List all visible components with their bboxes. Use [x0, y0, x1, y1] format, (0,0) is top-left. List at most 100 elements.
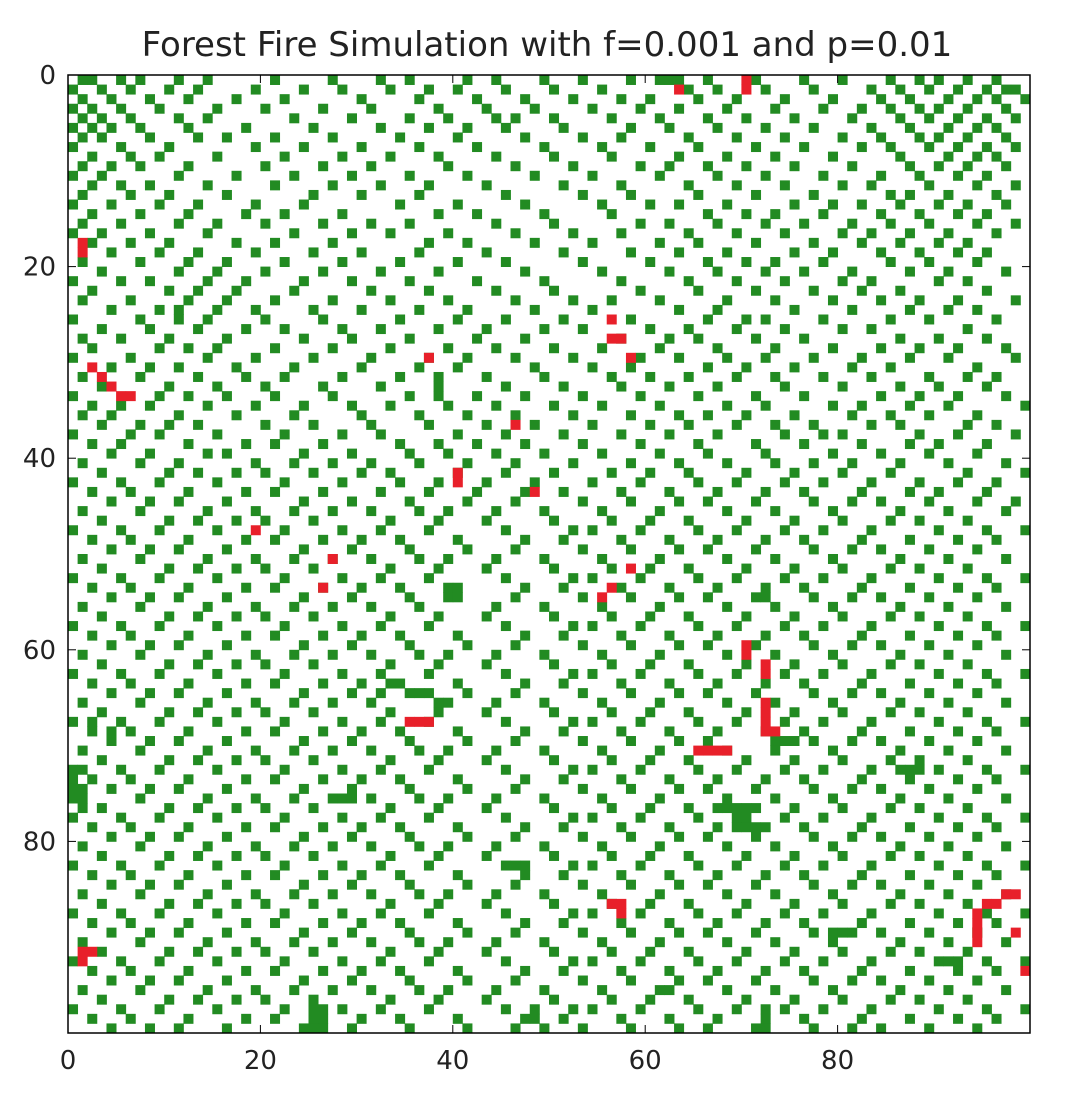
tree-cell	[866, 908, 877, 919]
tree-cell	[933, 908, 944, 919]
tree-cell	[423, 84, 434, 95]
tree-cell	[212, 573, 223, 584]
tree-cell	[953, 170, 964, 181]
tree-cell	[741, 812, 752, 823]
tree-cell	[741, 257, 752, 267]
tree-cell	[808, 285, 819, 296]
tree-cell	[818, 103, 829, 114]
tree-cell	[914, 132, 925, 143]
tree-cell	[712, 122, 723, 133]
tree-cell	[116, 142, 127, 153]
tree-cell	[183, 870, 194, 881]
tree-cell	[346, 276, 357, 287]
tree-cell	[154, 956, 165, 967]
tree-cell	[289, 285, 300, 296]
tree-cell	[433, 209, 444, 220]
tree-cell	[895, 199, 906, 210]
tree-cell	[529, 1013, 540, 1024]
fire-cell	[116, 391, 127, 402]
tree-cell	[308, 304, 319, 315]
tree-cell	[1001, 841, 1012, 852]
tree-cell	[664, 161, 675, 172]
tree-cell	[818, 477, 829, 488]
tree-cell	[962, 324, 973, 335]
tree-cell	[154, 860, 165, 871]
tree-cell	[577, 592, 588, 603]
tree-cell	[241, 774, 252, 785]
tree-cell	[385, 611, 396, 622]
tree-cell	[722, 400, 733, 411]
tree-cell	[154, 151, 165, 162]
tree-cell	[327, 458, 338, 469]
tree-cell	[760, 678, 771, 689]
tree-cell	[625, 458, 636, 469]
tree-cell	[549, 84, 560, 95]
tree-cell	[270, 132, 281, 143]
tree-cell	[597, 889, 608, 900]
tree-cell	[462, 544, 473, 555]
tree-cell	[779, 132, 790, 143]
tree-cell	[587, 304, 598, 315]
tree-cell	[664, 486, 675, 497]
tree-cell	[173, 736, 184, 746]
fire-cell	[77, 247, 88, 258]
tree-cell	[193, 898, 204, 909]
tree-cell	[385, 755, 396, 766]
tree-cell	[96, 515, 107, 526]
tree-cell	[933, 812, 944, 823]
tree-cell	[183, 774, 194, 785]
fire-cell	[625, 352, 636, 363]
tree-cell	[847, 831, 858, 842]
tree-cell	[212, 266, 223, 277]
tree-cell	[799, 534, 810, 545]
tree-cell	[837, 563, 848, 574]
tree-cell	[433, 515, 444, 526]
tree-cell	[760, 592, 771, 603]
tree-cell	[144, 975, 155, 986]
tree-cell	[635, 764, 646, 775]
tree-cell	[981, 573, 992, 584]
tree-cell	[68, 573, 79, 584]
tree-cell	[597, 937, 608, 948]
tree-cell	[318, 1023, 329, 1034]
tree-cell	[876, 247, 887, 258]
tree-cell	[308, 515, 319, 526]
tree-cell	[96, 755, 107, 766]
tree-cell	[779, 94, 790, 105]
tree-cell	[702, 975, 713, 986]
tree-cell	[414, 841, 425, 852]
tree-cell	[606, 707, 617, 718]
tree-cell	[924, 783, 935, 794]
tree-cell	[914, 898, 925, 909]
tree-cell	[904, 582, 915, 593]
tree-cell	[760, 1013, 771, 1024]
tree-cell	[500, 956, 511, 967]
tree-cell	[106, 726, 117, 737]
tree-cell	[433, 707, 444, 718]
tree-cell	[385, 563, 396, 574]
tree-cell	[770, 295, 781, 306]
tree-cell	[337, 84, 348, 95]
tree-cell	[231, 285, 242, 296]
fire-cell	[510, 419, 521, 430]
tree-cell	[231, 898, 242, 909]
tree-cell	[904, 400, 915, 411]
tree-cell	[346, 783, 357, 794]
tree-cell	[991, 870, 1002, 881]
tree-cell	[193, 247, 204, 258]
tree-cell	[674, 199, 685, 210]
tree-cell	[635, 716, 646, 727]
tree-cell	[183, 94, 194, 105]
tree-cell	[423, 525, 434, 536]
tree-cell	[654, 400, 665, 411]
tree-cell	[924, 180, 935, 191]
tree-cell	[481, 803, 492, 814]
tree-cell	[577, 688, 588, 699]
tree-cell	[760, 218, 771, 229]
tree-cell	[212, 908, 223, 919]
tree-cell	[577, 439, 588, 450]
tree-cell	[981, 170, 992, 181]
tree-cell	[231, 170, 242, 181]
tree-cell	[135, 506, 146, 517]
tree-cell	[856, 582, 867, 593]
